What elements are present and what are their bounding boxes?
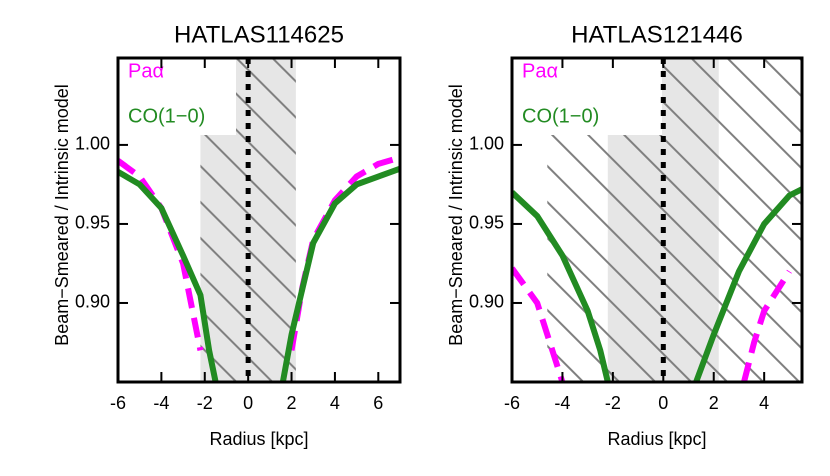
y-tick-label: 0.95 [75, 213, 110, 233]
hatch-line [618, 58, 802, 243]
x-tick-label: 0 [658, 393, 668, 413]
hatch-line [690, 58, 802, 171]
series-line [118, 169, 219, 382]
x-tick-label: -2 [605, 393, 621, 413]
series-line [118, 158, 204, 351]
plot-area [118, 58, 400, 382]
hatch-line [200, 164, 296, 263]
hatch-line [798, 58, 802, 63]
y-tick-label: 0.95 [469, 213, 504, 233]
series-line [512, 266, 566, 382]
x-tick-label: 4 [330, 393, 340, 413]
x-axis-label: Radius [kpc] [607, 429, 706, 449]
series-line [279, 165, 400, 382]
hatch-line [547, 200, 729, 382]
legend-box [118, 58, 236, 135]
x-tick-label: -2 [197, 393, 213, 413]
plot-area [512, 58, 802, 382]
chart-title: HATLAS121446 [571, 21, 743, 48]
x-tick-label: -4 [153, 393, 169, 413]
legend-label: Paα [128, 60, 164, 82]
y-tick-label: 0.90 [469, 292, 504, 312]
y-tick-label: 1.00 [469, 134, 504, 154]
x-axis-label: Radius [kpc] [209, 429, 308, 449]
hatch-line [547, 272, 657, 382]
legend-label: CO(1−0) [522, 105, 599, 127]
y-axis-label: Beam−Smeared / Intrinsic model [52, 84, 72, 346]
hatch-line [235, 58, 296, 119]
y-tick-label: 0.90 [75, 292, 110, 312]
series-line [693, 186, 802, 382]
hatch-line [726, 58, 802, 135]
x-tick-label: -6 [110, 393, 126, 413]
hatch-line [200, 272, 296, 371]
hatch-line [762, 58, 802, 99]
hatch-line [200, 128, 296, 227]
x-tick-label: 2 [287, 393, 297, 413]
legend-box [512, 58, 662, 135]
x-tick-label: -6 [504, 393, 520, 413]
chart-title: HATLAS114625 [174, 21, 344, 48]
hatch-line [547, 308, 621, 382]
hatch-line [547, 128, 801, 382]
hatch-line [654, 58, 802, 207]
y-tick-label: 1.00 [75, 134, 110, 154]
axis-frame [510, 56, 804, 384]
x-tick-label: 2 [709, 393, 719, 413]
x-tick-label: 4 [759, 393, 769, 413]
x-tick-label: 6 [373, 393, 383, 413]
y-axis-label: Beam−Smeared / Intrinsic model [446, 84, 466, 346]
x-tick-label: -4 [554, 393, 570, 413]
hatch-line [200, 200, 296, 299]
x-tick-label: 0 [243, 393, 253, 413]
hatch-line [547, 236, 693, 382]
axis-frame [116, 56, 402, 384]
legend-label: CO(1−0) [128, 105, 205, 127]
series-line [512, 190, 611, 382]
hatch-line [547, 164, 765, 382]
hatch-line [200, 58, 296, 155]
legend-label: Paα [522, 60, 558, 82]
hatch-line [200, 308, 274, 382]
series-line [741, 269, 792, 382]
